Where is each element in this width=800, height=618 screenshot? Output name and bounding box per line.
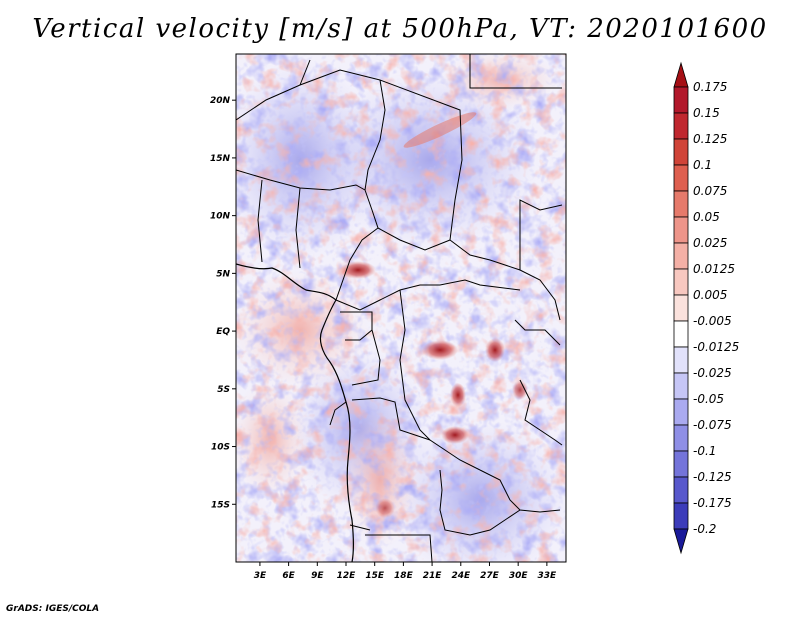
colorbar-swatch — [673, 86, 689, 114]
colorbar-label: 0.075 — [693, 184, 727, 198]
lon-tick-label: 18E — [394, 571, 414, 581]
lon-tick-label: 24E — [451, 571, 471, 581]
colorbar-swatch — [673, 268, 689, 296]
latitude-axis: 20N 15N 10N 5N EQ 5S 10S 15S — [210, 96, 236, 510]
colorbar-label: 0.05 — [693, 210, 720, 224]
colorbar: 0.175 0.15 0.125 0.1 0.075 0.05 0.025 0.0125 0.0… — [673, 61, 739, 555]
colorbar-label: 0.0125 — [693, 262, 735, 276]
lon-tick-label: 27E — [480, 571, 500, 581]
colorbar-swatch — [673, 112, 689, 140]
colorbar-label: -0.025 — [693, 366, 732, 380]
colorbar-max-arrow — [673, 61, 689, 88]
colorbar-label: 0.005 — [693, 288, 727, 302]
colorbar-swatch — [673, 294, 689, 322]
lat-tick-label: 10N — [210, 212, 231, 222]
colorbar-label: -0.125 — [693, 470, 732, 484]
lat-tick-label: 10S — [211, 443, 230, 453]
colorbar-swatch — [673, 138, 689, 166]
lat-tick-label: 15S — [211, 500, 230, 510]
colorbar-swatch — [673, 502, 689, 530]
lon-tick-label: 21E — [423, 571, 443, 581]
colorbar-label: -0.2 — [693, 522, 716, 536]
lon-tick-label: 12E — [337, 571, 357, 581]
country-borders — [236, 54, 563, 562]
colorbar-min-arrow — [673, 528, 689, 555]
lat-tick-label: 5S — [217, 385, 230, 395]
colorbar-swatch — [673, 242, 689, 270]
colorbar-label: 0.1 — [693, 158, 712, 172]
colorbar-label: -0.005 — [693, 314, 732, 328]
colorbar-swatch — [673, 372, 689, 400]
colorbar-label: -0.05 — [693, 392, 724, 406]
colorbar-label: 0.175 — [693, 80, 727, 94]
lon-tick-label: 33E — [538, 571, 558, 581]
velocity-field — [236, 54, 566, 562]
colorbar-swatch — [673, 216, 689, 244]
colorbar-swatch — [673, 346, 689, 374]
colorbar-swatch — [673, 424, 689, 452]
plot-frame — [235, 53, 567, 563]
lat-tick-label: EQ — [216, 327, 230, 337]
colorbar-swatch — [673, 398, 689, 426]
lat-tick-label: 5N — [216, 269, 230, 279]
colorbar-label: -0.1 — [693, 444, 716, 458]
lat-tick-label: 15N — [210, 154, 231, 164]
colorbar-label: 0.125 — [693, 132, 727, 146]
longitude-axis: 3E 6E 9E 12E 15E 18E 21E 24E 27E 30E 33E — [254, 562, 557, 581]
lon-tick-label: 15E — [365, 571, 385, 581]
colorbar-swatch — [673, 476, 689, 504]
colorbar-swatch — [673, 190, 689, 218]
colorbar-label: -0.175 — [693, 496, 732, 510]
lon-tick-label: 30E — [509, 571, 529, 581]
lon-tick-label: 3E — [254, 571, 267, 581]
lon-tick-label: 6E — [282, 571, 295, 581]
colorbar-label: -0.075 — [693, 418, 732, 432]
lon-tick-label: 9E — [311, 571, 324, 581]
colorbar-swatch — [673, 320, 689, 348]
map-title: Vertical velocity [m/s] at 500hPa, VT: 2… — [32, 14, 768, 44]
colorbar-swatch — [673, 450, 689, 478]
lat-tick-label: 20N — [210, 96, 231, 106]
software-credit: GrADS: IGES/COLA — [6, 604, 100, 614]
colorbar-swatch — [673, 164, 689, 192]
colorbar-label: 0.15 — [693, 106, 720, 120]
colorbar-label: -0.0125 — [693, 340, 739, 354]
colorbar-label: 0.025 — [693, 236, 727, 250]
